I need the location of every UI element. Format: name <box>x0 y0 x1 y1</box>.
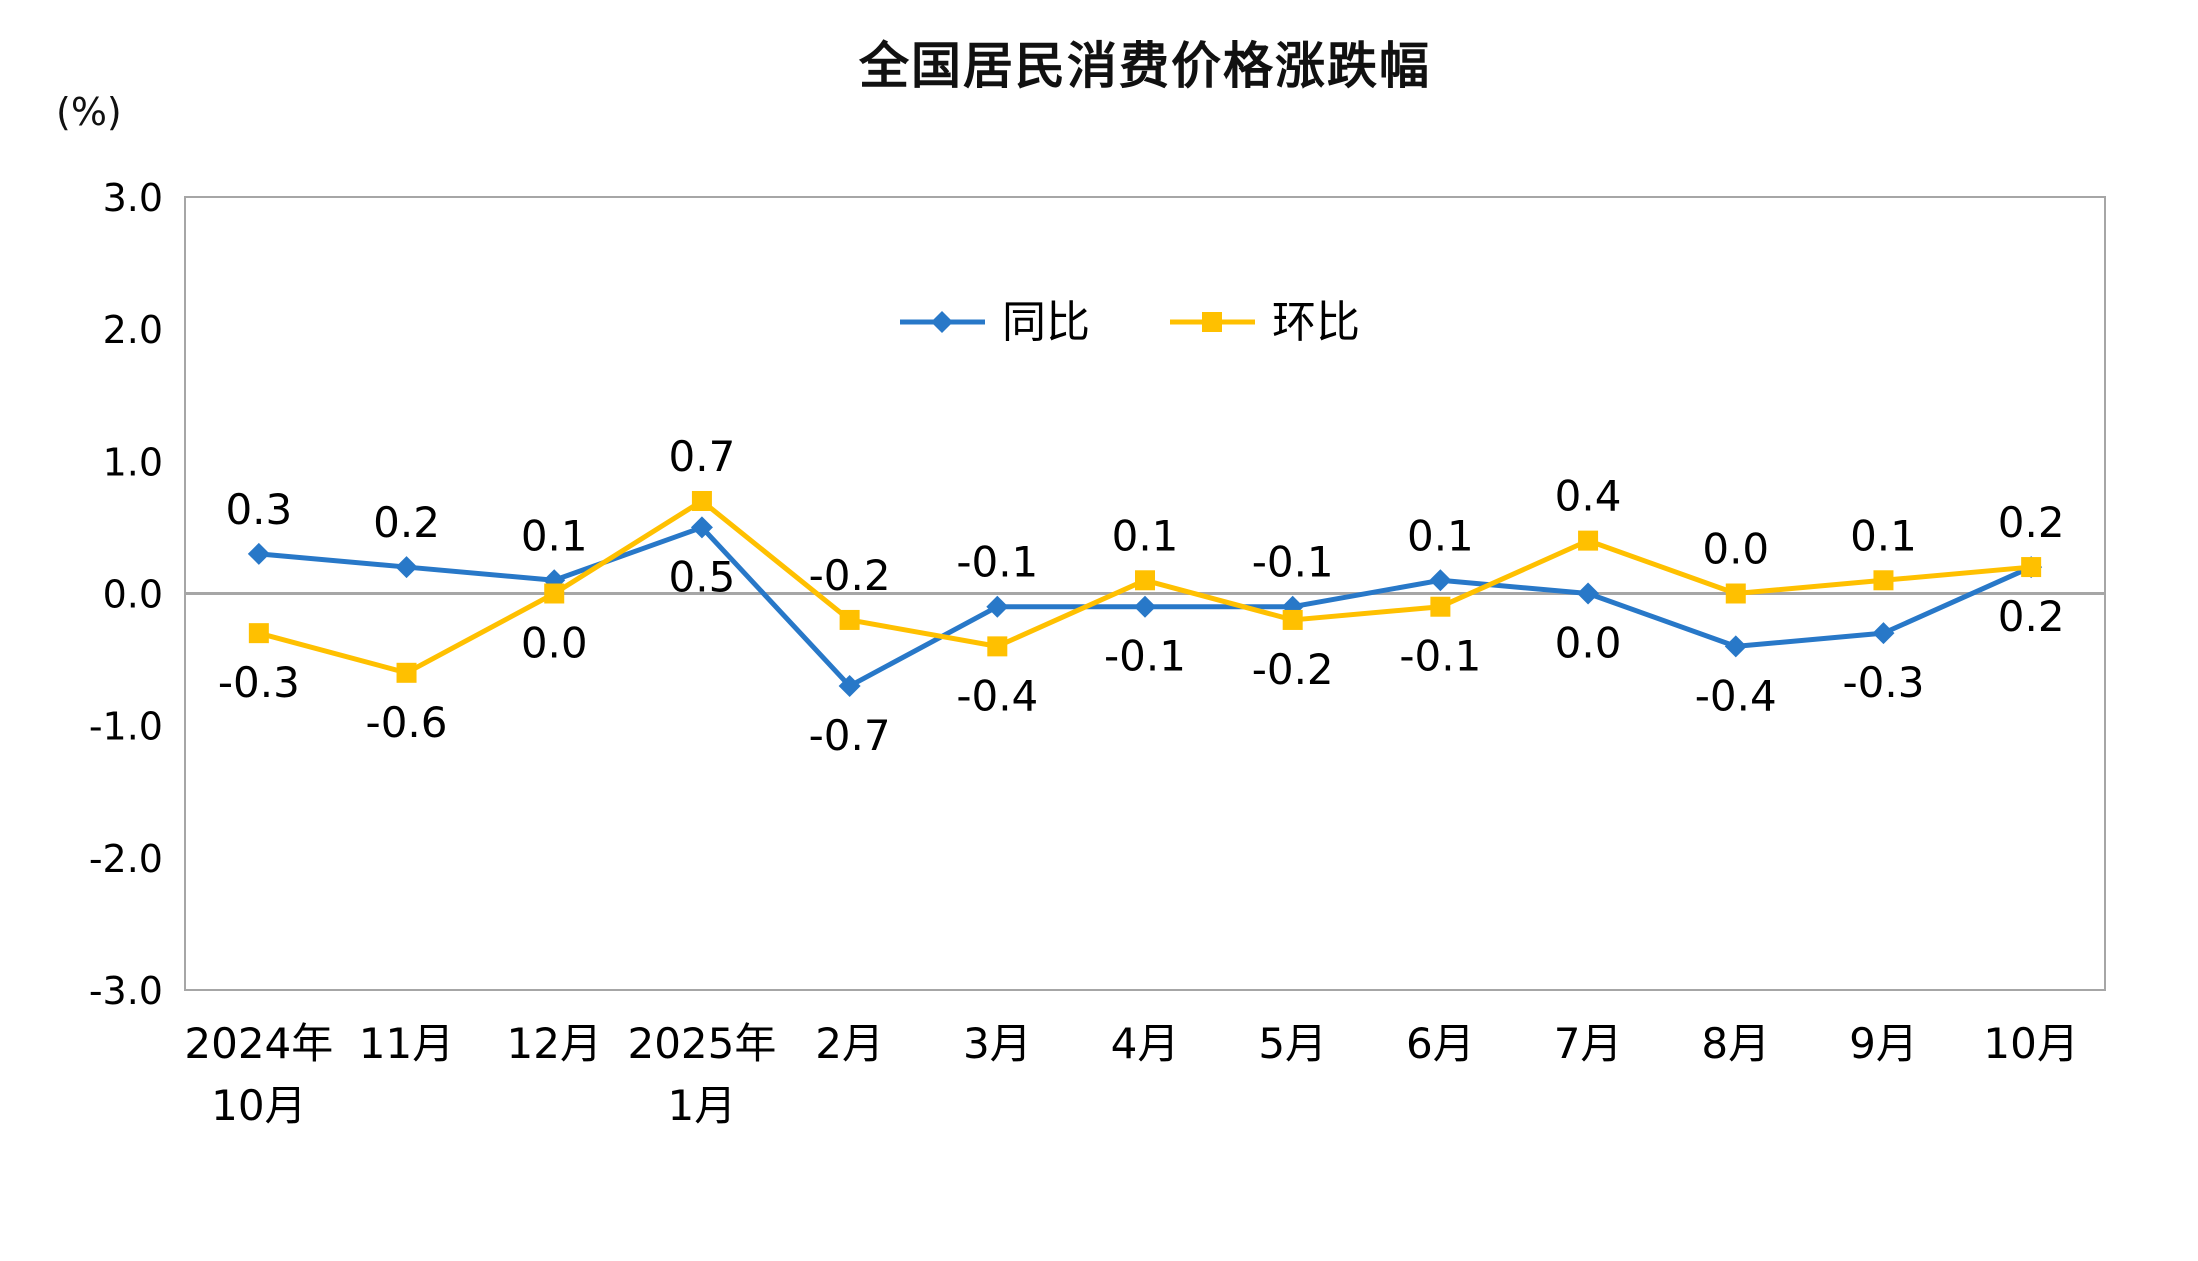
legend-label: 同比 <box>1002 297 1090 348</box>
y-axis-unit-label: (%) <box>56 90 122 134</box>
data-label-同比: 0.0 <box>1555 619 1622 668</box>
data-label-环比: 0.0 <box>1702 525 1769 574</box>
data-label-同比: -0.1 <box>1104 632 1186 681</box>
data-label-同比: -0.1 <box>956 538 1038 587</box>
data-point-marker-square <box>248 623 269 644</box>
data-point-marker-diamond <box>690 516 713 539</box>
legend-item-同比: 同比 <box>900 297 1090 348</box>
x-tick-label: 10月 <box>1983 1019 2078 1068</box>
data-point-marker-square <box>1135 570 1155 591</box>
data-point-marker-diamond <box>986 595 1009 618</box>
data-label-环比: -0.2 <box>1252 645 1334 694</box>
data-label-环比: -0.4 <box>956 671 1038 720</box>
data-label-环比: 0.4 <box>1555 472 1622 521</box>
data-label-同比: 0.3 <box>225 485 292 534</box>
data-point-marker-square <box>1578 530 1599 551</box>
data-point-marker-square <box>544 583 565 604</box>
data-label-环比: 0.7 <box>669 432 736 481</box>
x-tick-label: 2月 <box>815 1019 884 1068</box>
legend-marker-diamond <box>931 311 953 333</box>
data-label-环比: -0.1 <box>1399 632 1481 681</box>
data-label-同比: -0.3 <box>1842 658 1924 707</box>
data-point-marker-diamond <box>247 542 270 565</box>
y-tick-label: 1.0 <box>103 440 163 484</box>
data-point-marker-square <box>2021 557 2042 578</box>
y-tick-label: 3.0 <box>103 176 163 220</box>
data-point-marker-square <box>1725 583 1746 604</box>
x-tick-label: 5月 <box>1258 1019 1327 1068</box>
data-label-同比: -0.1 <box>1252 538 1334 587</box>
data-label-环比: 0.1 <box>1112 511 1179 560</box>
y-tick-label: -3.0 <box>89 969 163 1013</box>
series-环比 <box>248 490 2042 683</box>
y-tick-label: -2.0 <box>89 837 163 881</box>
y-tick-label: 2.0 <box>103 308 163 352</box>
data-point-marker-square <box>987 636 1008 657</box>
legend-item-环比: 环比 <box>1170 297 1360 348</box>
x-tick-label: 6月 <box>1406 1019 1475 1068</box>
data-label-环比: -0.6 <box>366 698 448 747</box>
x-tick-label: 7月 <box>1554 1019 1623 1068</box>
data-label-环比: 0.1 <box>1850 511 1917 560</box>
x-tick-label: 2024年 10月 <box>184 1019 333 1130</box>
data-point-marker-diamond <box>838 675 861 698</box>
data-point-marker-diamond <box>395 556 418 579</box>
data-point-marker-diamond <box>1134 595 1156 618</box>
data-label-同比: 0.1 <box>1407 511 1474 560</box>
x-tick-label: 8月 <box>1701 1019 1770 1068</box>
data-point-marker-diamond <box>1577 582 1600 605</box>
data-label-环比: 0.0 <box>521 619 588 668</box>
data-point-marker-square <box>1430 596 1451 617</box>
data-label-同比: -0.7 <box>809 711 891 760</box>
data-label-同比: 0.2 <box>1998 498 2065 547</box>
data-label-同比: 0.1 <box>521 511 588 560</box>
data-point-marker-square <box>396 662 417 683</box>
legend-marker-square <box>1202 312 1222 332</box>
data-label-同比: 0.5 <box>669 552 736 601</box>
data-point-marker-square <box>691 490 712 511</box>
data-label-同比: -0.4 <box>1695 671 1777 720</box>
x-tick-label: 11月 <box>359 1019 454 1068</box>
x-tick-label: 3月 <box>963 1019 1032 1068</box>
data-label-环比: -0.3 <box>218 658 300 707</box>
data-point-marker-square <box>1873 570 1894 591</box>
y-tick-label: 0.0 <box>103 573 163 617</box>
x-tick-label: 4月 <box>1111 1019 1180 1068</box>
data-point-marker-square <box>839 609 860 630</box>
x-tick-label: 2025年 1月 <box>627 1019 776 1130</box>
x-tick-label: 12月 <box>507 1019 602 1068</box>
data-label-环比: 0.2 <box>1998 592 2065 641</box>
data-point-marker-diamond <box>1872 622 1895 645</box>
data-point-marker-diamond <box>1429 569 1452 592</box>
x-tick-label: 9月 <box>1849 1019 1918 1068</box>
data-point-marker-square <box>1282 609 1303 630</box>
data-label-同比: 0.2 <box>373 498 440 547</box>
data-label-环比: -0.2 <box>809 551 891 600</box>
y-tick-label: -1.0 <box>89 705 163 749</box>
data-point-marker-diamond <box>1724 635 1747 658</box>
legend-label: 环比 <box>1272 297 1360 348</box>
chart-title: 全国居民消费价格涨跌幅 <box>859 37 1431 95</box>
